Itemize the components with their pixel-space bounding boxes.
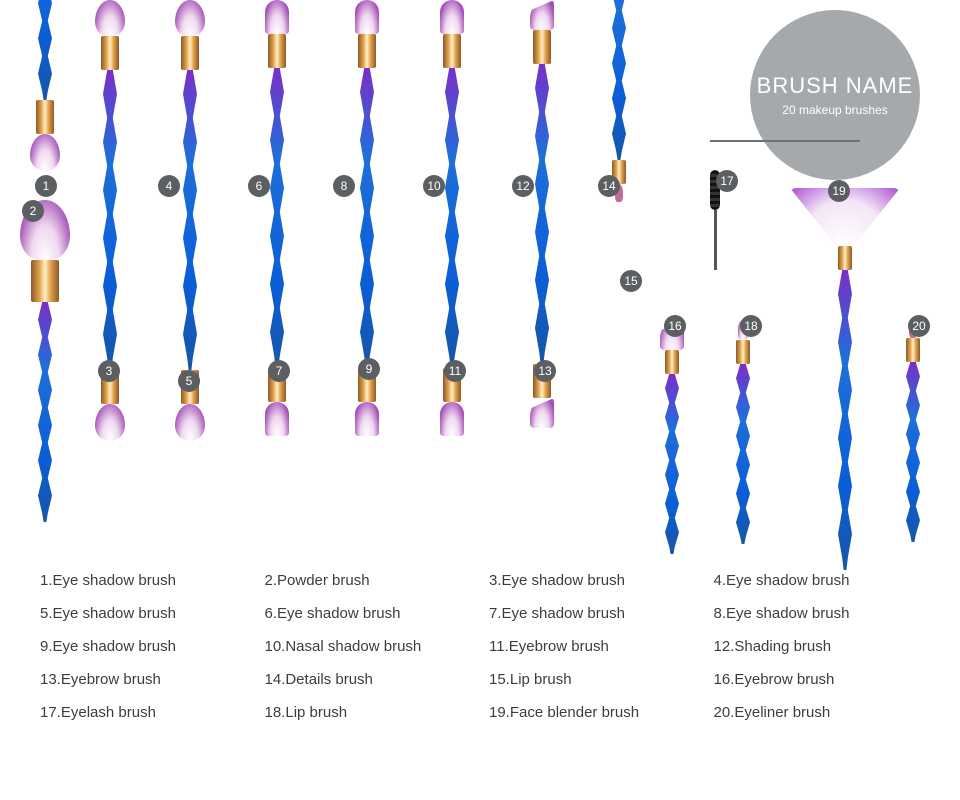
spoolie-stem: [714, 210, 717, 270]
legend-grid: 1.Eye shadow brush 2.Powder brush 3.Eye sh…: [40, 572, 920, 721]
bristle-round: [175, 404, 205, 440]
number-marker: 10: [423, 175, 445, 197]
bristle-round: [30, 134, 60, 170]
brush-handle: [270, 68, 284, 368]
legend-item: 16.Eyebrow brush: [714, 671, 921, 688]
brush-b1: [30, 0, 60, 170]
legend-item: 20.Eyeliner brush: [714, 704, 921, 721]
bristle-round: [95, 404, 125, 440]
brush-b15: [612, 0, 626, 202]
legend-item: 19.Face blender brush: [489, 704, 696, 721]
legend-item: 17.Eyelash brush: [40, 704, 247, 721]
ferrule: [31, 260, 59, 302]
brush-handle: [906, 362, 920, 542]
ferrule: [181, 36, 199, 70]
bristle-flat: [355, 402, 379, 436]
ferrule: [358, 34, 376, 68]
legend-item: 11.Eyebrow brush: [489, 638, 696, 655]
legend-item: 13.Eyebrow brush: [40, 671, 247, 688]
brush-illustration-area: 1234567891011121314151617181920: [0, 0, 960, 540]
brush-handle: [38, 0, 52, 100]
ferrule: [268, 34, 286, 68]
ferrule: [443, 34, 461, 68]
bristle-flat: [265, 402, 289, 436]
bristle-flat: [265, 0, 289, 34]
bristle-flat: [440, 0, 464, 34]
number-marker: 15: [620, 270, 642, 292]
number-marker: 8: [333, 175, 355, 197]
number-marker: 16: [664, 315, 686, 337]
legend-item: 15.Lip brush: [489, 671, 696, 688]
legend-item: 14.Details brush: [265, 671, 472, 688]
legend-item: 3.Eye shadow brush: [489, 572, 696, 589]
number-marker: 1: [35, 175, 57, 197]
number-marker: 12: [512, 175, 534, 197]
brush-b20: [906, 320, 920, 542]
bristle-round: [175, 0, 205, 36]
legend-item: 4.Eye shadow brush: [714, 572, 921, 589]
brush-handle: [38, 302, 52, 522]
legend-item: 1.Eye shadow brush: [40, 572, 247, 589]
brush-handle: [535, 64, 549, 364]
number-marker: 4: [158, 175, 180, 197]
brush-handle: [838, 270, 852, 570]
number-marker: 11: [444, 360, 466, 382]
bristle-angle: [530, 0, 554, 30]
bristle-flat: [440, 402, 464, 436]
brush-b16: [660, 320, 684, 554]
ferrule: [736, 340, 750, 364]
number-marker: 2: [22, 200, 44, 222]
bristle-angle: [530, 398, 554, 428]
bristle-flat: [355, 0, 379, 34]
number-marker: 19: [828, 180, 850, 202]
number-marker: 13: [534, 360, 556, 382]
brush-handle: [736, 364, 750, 544]
brush-b19: [790, 188, 900, 570]
legend-item: 5.Eye shadow brush: [40, 605, 247, 622]
brush-b2: [20, 200, 70, 522]
number-marker: 18: [740, 315, 762, 337]
ferrule: [838, 246, 852, 270]
brush-b18: [736, 320, 750, 544]
brush-handle: [445, 68, 459, 368]
ferrule: [101, 36, 119, 70]
legend-item: 8.Eye shadow brush: [714, 605, 921, 622]
brush-handle: [665, 374, 679, 554]
number-marker: 17: [716, 170, 738, 192]
number-marker: 7: [268, 360, 290, 382]
number-marker: 3: [98, 360, 120, 382]
number-marker: 5: [178, 370, 200, 392]
ferrule: [665, 350, 679, 374]
ferrule: [533, 30, 551, 64]
bristle-round: [95, 0, 125, 36]
ferrule: [36, 100, 54, 134]
legend-item: 2.Powder brush: [265, 572, 472, 589]
brush-handle: [360, 68, 374, 368]
legend-item: 6.Eye shadow brush: [265, 605, 472, 622]
legend-item: 12.Shading brush: [714, 638, 921, 655]
legend-item: 18.Lip brush: [265, 704, 472, 721]
number-marker: 14: [598, 175, 620, 197]
brush-handle: [183, 70, 197, 370]
brush-handle: [612, 0, 626, 160]
legend-item: 10.Nasal shadow brush: [265, 638, 472, 655]
brush-handle: [103, 70, 117, 370]
legend-item: 9.Eye shadow brush: [40, 638, 247, 655]
legend-item: 7.Eye shadow brush: [489, 605, 696, 622]
number-marker: 20: [908, 315, 930, 337]
number-marker: 6: [248, 175, 270, 197]
ferrule: [906, 338, 920, 362]
number-marker: 9: [358, 358, 380, 380]
